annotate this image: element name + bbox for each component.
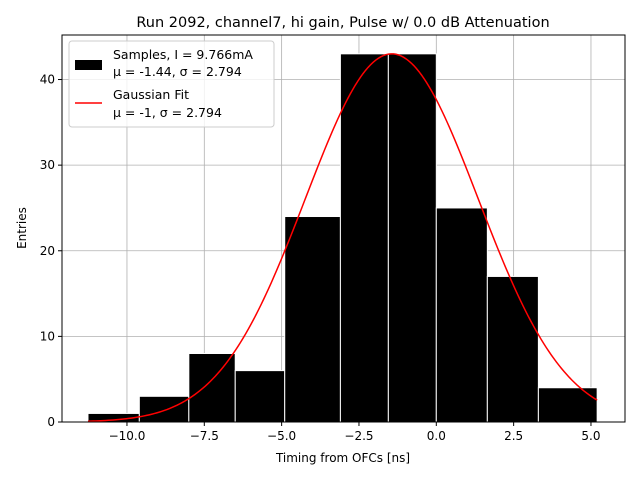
histogram-bar bbox=[339, 53, 389, 423]
histogram-bar bbox=[486, 275, 539, 423]
gaussian-fit bbox=[87, 53, 598, 422]
x-axis-ticks: −10.0 −7.5 −5.0 −2.5 0.0 2.5 5.0 bbox=[109, 422, 601, 443]
histogram-bar bbox=[188, 353, 236, 423]
histogram-bar bbox=[284, 216, 341, 423]
x-tick-label: −10.0 bbox=[109, 429, 146, 443]
x-tick-label: −5.0 bbox=[267, 429, 296, 443]
y-tick-label: 40 bbox=[40, 73, 55, 87]
gaussian-fit-line bbox=[87, 53, 598, 422]
legend-box bbox=[68, 40, 275, 128]
legend-stats-samples: μ = -1.44, σ = 2.794 bbox=[113, 64, 242, 79]
histogram-bar bbox=[387, 53, 437, 423]
legend-label-samples: Samples, I = 9.766mA bbox=[113, 47, 253, 62]
y-axis-ticks: 0 10 20 30 40 bbox=[40, 73, 62, 429]
x-tick-label: 0.0 bbox=[427, 429, 446, 443]
y-tick-label: 20 bbox=[40, 244, 55, 258]
legend-stats-fit: μ = -1, σ = 2.794 bbox=[113, 105, 222, 120]
histogram-bars bbox=[87, 53, 598, 423]
histogram-bar bbox=[435, 207, 488, 423]
x-tick-label: −2.5 bbox=[344, 429, 373, 443]
y-tick-label: 10 bbox=[40, 329, 55, 343]
x-tick-label: 5.0 bbox=[581, 429, 600, 443]
y-tick-label: 30 bbox=[40, 158, 55, 172]
x-tick-label: −7.5 bbox=[190, 429, 219, 443]
x-axis-title: Timing from OFCs [ns] bbox=[275, 451, 410, 465]
x-tick-label: 2.5 bbox=[504, 429, 523, 443]
y-axis-title: Entries bbox=[15, 207, 29, 249]
legend: Samples, I = 9.766mA μ = -1.44, σ = 2.79… bbox=[68, 40, 275, 128]
legend-swatch-samples bbox=[75, 60, 102, 70]
plot-frame bbox=[61, 34, 626, 423]
histogram-bar bbox=[234, 370, 286, 423]
histogram-bar bbox=[138, 395, 190, 423]
chart-title: Run 2092, channel7, hi gain, Pulse w/ 0.… bbox=[136, 15, 549, 31]
y-tick-label: 0 bbox=[47, 415, 55, 429]
legend-label-fit: Gaussian Fit bbox=[113, 87, 189, 102]
histogram-bar bbox=[537, 387, 598, 423]
